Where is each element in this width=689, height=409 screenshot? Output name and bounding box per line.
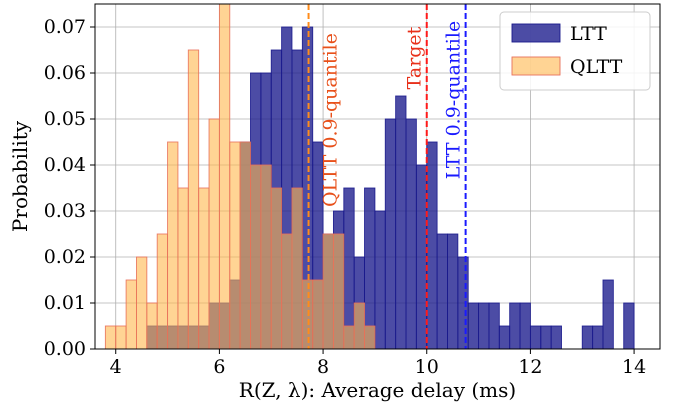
y-tick-label: 0.05 <box>44 108 86 130</box>
x-tick-label: 12 <box>518 356 542 378</box>
histogram-bar-qltt <box>322 233 334 350</box>
histogram-bar-qltt <box>218 3 231 350</box>
histogram-bar-qltt <box>146 302 158 350</box>
histogram-bar-ltt <box>478 302 490 350</box>
histogram-bar-qltt <box>136 256 148 350</box>
x-tick-label: 6 <box>213 356 225 378</box>
histogram-bar-ltt <box>488 302 500 350</box>
histogram-bar-ltt <box>457 256 469 350</box>
reference-lines: QLTT 0.9-quantile Target LTT 0.9-quantile <box>307 4 467 349</box>
histogram-bar-ltt <box>415 164 428 350</box>
reference-line-label: Target <box>404 26 426 89</box>
histogram-bar-ltt <box>509 302 521 350</box>
histogram-bar-qltt <box>239 141 251 350</box>
x-tick-label: 10 <box>415 356 439 378</box>
histogram-bar-ltt <box>447 233 459 350</box>
x-tick-label: 14 <box>622 356 646 378</box>
histogram-bar-ltt <box>364 187 376 350</box>
histogram-bar-qltt <box>312 279 324 350</box>
histogram-bar-ltt <box>623 302 635 350</box>
histogram-bar-ltt <box>602 279 614 350</box>
reference-line-label: QLTT 0.9-quantile <box>320 33 342 207</box>
histogram-bar-qltt <box>250 164 262 350</box>
legend: LTT QLTT <box>499 11 651 91</box>
histogram-bar-qltt <box>177 187 189 350</box>
histogram-bar-ltt <box>405 118 417 350</box>
reference-line-label: LTT 0.9-quantile <box>443 21 465 179</box>
x-axis-ticks: 4 6 8 10 12 14 <box>110 349 646 378</box>
histogram-bar-qltt <box>281 233 293 350</box>
series-qltt <box>104 3 376 350</box>
histogram-bar-qltt <box>187 49 200 350</box>
histogram-bar-qltt <box>270 187 283 350</box>
histogram-bar-qltt <box>167 141 179 350</box>
histogram-bar-ltt <box>436 233 448 350</box>
y-tick-label: 0.01 <box>44 292 86 314</box>
legend-swatch <box>511 56 561 76</box>
histogram-bar-ltt <box>540 325 552 350</box>
x-tick-label: 4 <box>110 356 122 378</box>
legend-swatch <box>511 23 561 43</box>
y-tick-label: 0.03 <box>44 200 86 222</box>
histogram-bar-qltt <box>260 164 272 350</box>
legend-entry-label: QLTT <box>570 56 623 78</box>
bars-layer <box>104 3 635 350</box>
histogram-bar-ltt <box>467 302 480 350</box>
histogram-bar-qltt <box>115 325 127 350</box>
histogram-bar-qltt <box>343 325 355 350</box>
y-tick-label: 0.06 <box>44 62 86 84</box>
y-tick-label: 0.04 <box>44 154 86 176</box>
histogram-bar-qltt <box>104 325 117 350</box>
histogram-bar-ltt <box>581 325 594 350</box>
y-tick-label: 0.00 <box>44 338 86 360</box>
histogram-bar-ltt <box>498 325 511 350</box>
histogram-bar-ltt <box>519 302 531 350</box>
x-axis-label: R(Z, λ): Average delay (ms) <box>239 378 516 402</box>
y-tick-label: 0.02 <box>44 246 86 268</box>
histogram-bar-qltt <box>353 302 365 350</box>
histogram-bar-ltt <box>529 325 542 350</box>
y-axis-label: Probability <box>8 120 32 232</box>
histogram-bar-ltt <box>426 141 438 350</box>
x-tick-label: 8 <box>317 356 329 378</box>
y-axis-ticks: 0.00 0.01 0.02 0.03 0.04 0.05 0.06 0.07 <box>44 16 95 360</box>
histogram-bar-qltt <box>364 325 376 350</box>
legend-entry-label: LTT <box>570 23 607 45</box>
histogram-bar-ltt <box>395 95 407 350</box>
histogram-bar-qltt <box>198 187 210 350</box>
histogram-bar-qltt <box>332 233 345 350</box>
histogram-bar-ltt <box>374 210 386 350</box>
histogram-bar-qltt <box>301 279 314 350</box>
histogram-bar-qltt <box>291 187 303 350</box>
y-tick-label: 0.07 <box>44 16 86 38</box>
histogram-bar-qltt <box>125 279 137 350</box>
histogram-bar-ltt <box>343 187 355 350</box>
histogram-bar-ltt <box>592 325 604 350</box>
histogram-bar-ltt <box>384 118 397 350</box>
plot-frame <box>94 3 661 350</box>
histogram-bar-qltt <box>156 233 169 350</box>
histogram-bar-qltt <box>229 141 241 350</box>
histogram-bar-qltt <box>208 118 220 350</box>
histogram-bar-ltt <box>550 325 562 350</box>
